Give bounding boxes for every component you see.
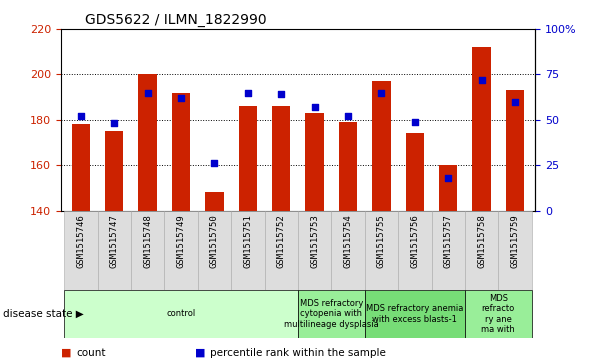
Bar — [97, 211, 131, 290]
Bar — [339, 122, 358, 211]
Point — [210, 160, 219, 166]
Bar — [238, 106, 257, 211]
Point — [309, 104, 319, 110]
Text: MDS refractory anemia
with excess blasts-1: MDS refractory anemia with excess blasts… — [366, 304, 463, 324]
Text: GSM1515757: GSM1515757 — [444, 215, 453, 268]
Text: GSM1515759: GSM1515759 — [511, 215, 519, 268]
Bar — [72, 124, 90, 211]
Bar — [465, 290, 532, 338]
Point — [176, 95, 186, 101]
Point — [477, 77, 486, 83]
Bar — [365, 211, 398, 290]
Text: GSM1515755: GSM1515755 — [377, 215, 386, 268]
Text: GSM1515752: GSM1515752 — [277, 215, 286, 268]
Bar — [365, 290, 465, 338]
Point — [510, 99, 520, 105]
Text: MDS
refracto
ry ane
ma with: MDS refracto ry ane ma with — [482, 294, 515, 334]
Text: ■: ■ — [61, 347, 71, 358]
Bar — [298, 211, 331, 290]
Text: GSM1515756: GSM1515756 — [410, 215, 420, 268]
Bar — [172, 93, 190, 211]
Text: GSM1515758: GSM1515758 — [477, 215, 486, 268]
Bar — [406, 133, 424, 211]
Point — [143, 90, 153, 95]
Text: GSM1515748: GSM1515748 — [143, 215, 152, 268]
Bar — [499, 211, 532, 290]
Text: GSM1515746: GSM1515746 — [77, 215, 85, 268]
Bar — [164, 211, 198, 290]
Text: GDS5622 / ILMN_1822990: GDS5622 / ILMN_1822990 — [85, 13, 266, 26]
Bar — [372, 81, 390, 211]
Text: GSM1515751: GSM1515751 — [243, 215, 252, 268]
Bar — [64, 290, 298, 338]
Bar — [206, 192, 224, 211]
Bar — [472, 47, 491, 211]
Point — [277, 91, 286, 97]
Bar — [305, 113, 324, 211]
Text: control: control — [167, 310, 196, 318]
Bar — [139, 74, 157, 211]
Point — [243, 90, 253, 95]
Bar — [131, 211, 164, 290]
Text: GSM1515754: GSM1515754 — [344, 215, 353, 268]
Text: count: count — [76, 347, 106, 358]
Bar — [264, 211, 298, 290]
Text: GSM1515749: GSM1515749 — [176, 215, 185, 268]
Point — [410, 119, 420, 125]
Point — [443, 175, 453, 181]
Bar — [331, 211, 365, 290]
Point — [376, 90, 386, 95]
Text: GSM1515750: GSM1515750 — [210, 215, 219, 268]
Text: ■: ■ — [195, 347, 205, 358]
Bar — [298, 290, 365, 338]
Bar — [272, 106, 291, 211]
Text: percentile rank within the sample: percentile rank within the sample — [210, 347, 385, 358]
Bar — [64, 211, 97, 290]
Text: GSM1515747: GSM1515747 — [109, 215, 119, 268]
Bar — [231, 211, 264, 290]
Text: MDS refractory
cytopenia with
multilineage dysplasia: MDS refractory cytopenia with multilinea… — [284, 299, 379, 329]
Text: disease state ▶: disease state ▶ — [3, 309, 84, 319]
Bar — [105, 131, 123, 211]
Bar — [432, 211, 465, 290]
Point — [343, 113, 353, 119]
Bar — [465, 211, 499, 290]
Point — [76, 113, 86, 119]
Point — [109, 121, 119, 126]
Bar — [198, 211, 231, 290]
Bar — [506, 90, 524, 211]
Text: GSM1515753: GSM1515753 — [310, 215, 319, 268]
Bar — [439, 165, 457, 211]
Bar — [398, 211, 432, 290]
